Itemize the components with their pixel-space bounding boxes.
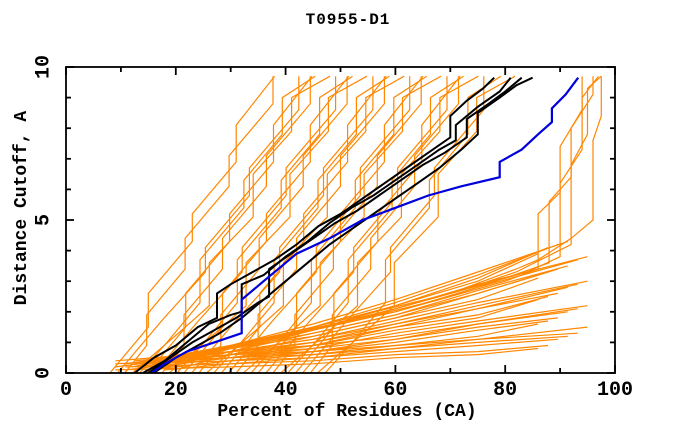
x-tick-label: 40 [273, 379, 298, 402]
x-tick-label: 20 [163, 379, 188, 402]
y-tick-label: 5 [32, 213, 56, 227]
blue-model-line [150, 77, 580, 373]
y-tick-label: 10 [32, 54, 56, 80]
x-tick-label: 0 [59, 379, 73, 402]
x-tick-label: 80 [493, 379, 518, 402]
x-axis-label: Percent of Residues (CA) [217, 402, 477, 422]
axes-frame [65, 66, 616, 374]
orange-model-lines [109, 75, 602, 373]
x-tick-label: 100 [596, 379, 634, 402]
data-series [109, 75, 602, 373]
y-tick-label: 0 [32, 366, 56, 380]
x-tick-label: 60 [383, 379, 408, 402]
y-axis-label: Distance Cutoff, A [12, 110, 32, 306]
black-model-lines [133, 76, 534, 373]
chart-title: T0955-D1 [305, 11, 391, 29]
